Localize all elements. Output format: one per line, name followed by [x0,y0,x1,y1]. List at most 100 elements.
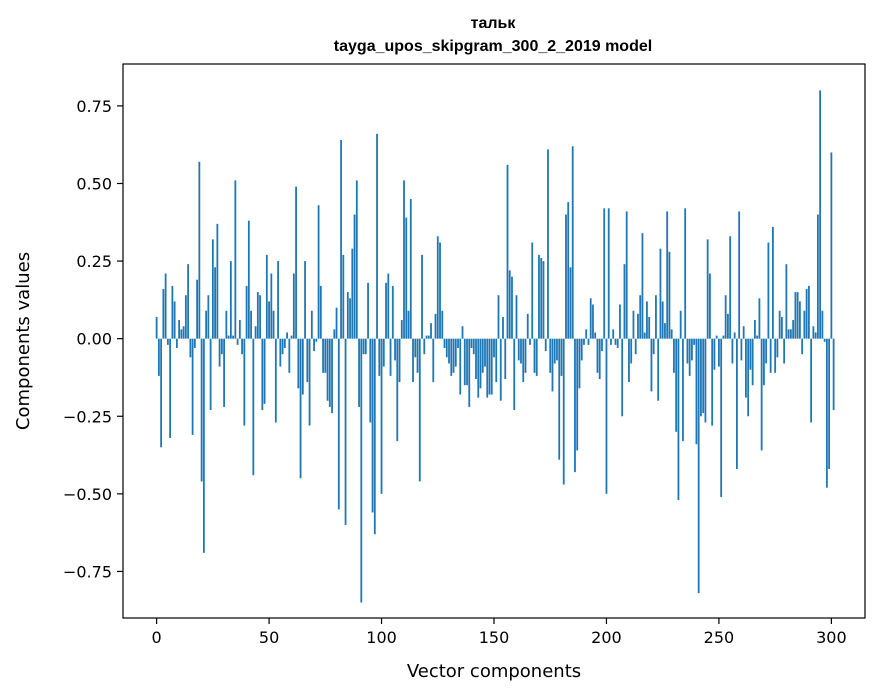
y-tick-label: 0.50 [76,174,112,193]
bar-128 [443,338,446,348]
bar-7 [171,285,174,339]
x-tick-label: 200 [591,628,622,647]
bar-254 [727,313,729,339]
bar-138 [466,338,468,386]
bar-222 [655,295,657,339]
bar-103 [387,273,390,339]
bar-238 [691,338,693,361]
bar-215 [639,295,642,339]
bar-248 [713,338,716,370]
bar-148 [488,338,491,395]
bar-205 [616,338,619,348]
bar-78 [331,338,333,414]
bar-18 [196,279,199,339]
bar-70 [313,338,315,352]
bar-116 [416,338,419,373]
bar-74 [322,338,324,373]
bar-240 [695,338,698,445]
bar-56 [281,338,284,355]
bar-122 [430,323,432,339]
bar-235 [684,208,687,339]
bar-219 [648,316,651,339]
bar-264 [749,338,752,370]
bar-146 [484,338,486,367]
bar-294 [816,214,819,339]
bar-19 [198,161,201,339]
bar-37 [238,320,241,339]
bar-12 [182,326,185,339]
bar-298 [825,338,828,488]
y-tick-label: −0.75 [63,562,112,581]
bar-228 [668,251,671,339]
bar-22 [205,310,208,339]
bar-81 [337,338,340,510]
bar-279 [783,338,786,364]
bar-63 [297,338,300,389]
bar-143 [477,338,480,398]
bar-188 [578,338,581,389]
bar-165 [526,313,529,339]
bar-113 [409,199,412,339]
bar-271 [765,338,768,364]
bar-241 [697,338,700,594]
bar-142 [475,338,477,380]
bar-118 [421,254,423,339]
bar-87 [351,248,354,339]
bar-92 [362,338,365,355]
bar-9 [175,338,178,348]
bar-189 [580,338,583,361]
bar-272 [767,242,770,339]
bar-139 [468,338,471,407]
bar-90 [358,338,360,407]
bar-220 [650,338,653,392]
bar-283 [792,320,795,339]
bar-201 [607,208,610,339]
bar-80 [335,307,338,339]
bar-48 [263,338,266,404]
bar-84 [344,338,347,525]
bar-232 [677,338,680,501]
bar-281 [787,329,790,339]
bar-249 [715,335,718,339]
bar-115 [414,338,417,358]
bar-123 [432,338,435,383]
bar-253 [724,295,727,339]
bar-73 [319,285,322,339]
bar-213 [634,338,637,355]
bar-49 [265,254,268,339]
bar-125 [436,236,439,339]
bar-102 [385,282,387,339]
bar-263 [747,338,750,417]
chart-title: тальк [471,15,517,32]
bar-166 [529,338,531,345]
bar-99 [378,338,381,376]
bar-60 [290,335,293,339]
x-tick-label: 150 [479,628,510,647]
bar-32 [227,335,230,339]
bar-200 [605,338,608,494]
bar-299 [828,338,831,470]
bar-230 [673,338,675,373]
bar-61 [292,273,295,339]
y-tick-label: −0.25 [63,407,112,426]
bar-50 [268,301,270,339]
bar-124 [434,313,437,339]
bar-54 [277,261,279,339]
bar-147 [486,338,489,398]
bar-159 [513,338,516,411]
bar-160 [515,295,518,339]
bar-261 [742,326,745,339]
bar-226 [664,323,666,339]
bar-66 [304,261,306,339]
bar-273 [769,338,772,373]
bar-30 [223,338,225,407]
bar-171 [540,257,543,339]
bar-46 [259,295,261,339]
bar-97 [373,338,376,535]
bar-135 [459,338,462,395]
bar-191 [585,329,588,339]
x-axis-ticks: 0 50 100 150 200 250 300 [152,618,847,647]
bar-252 [722,335,725,339]
bar-77 [328,338,331,407]
bar-14 [187,264,190,339]
